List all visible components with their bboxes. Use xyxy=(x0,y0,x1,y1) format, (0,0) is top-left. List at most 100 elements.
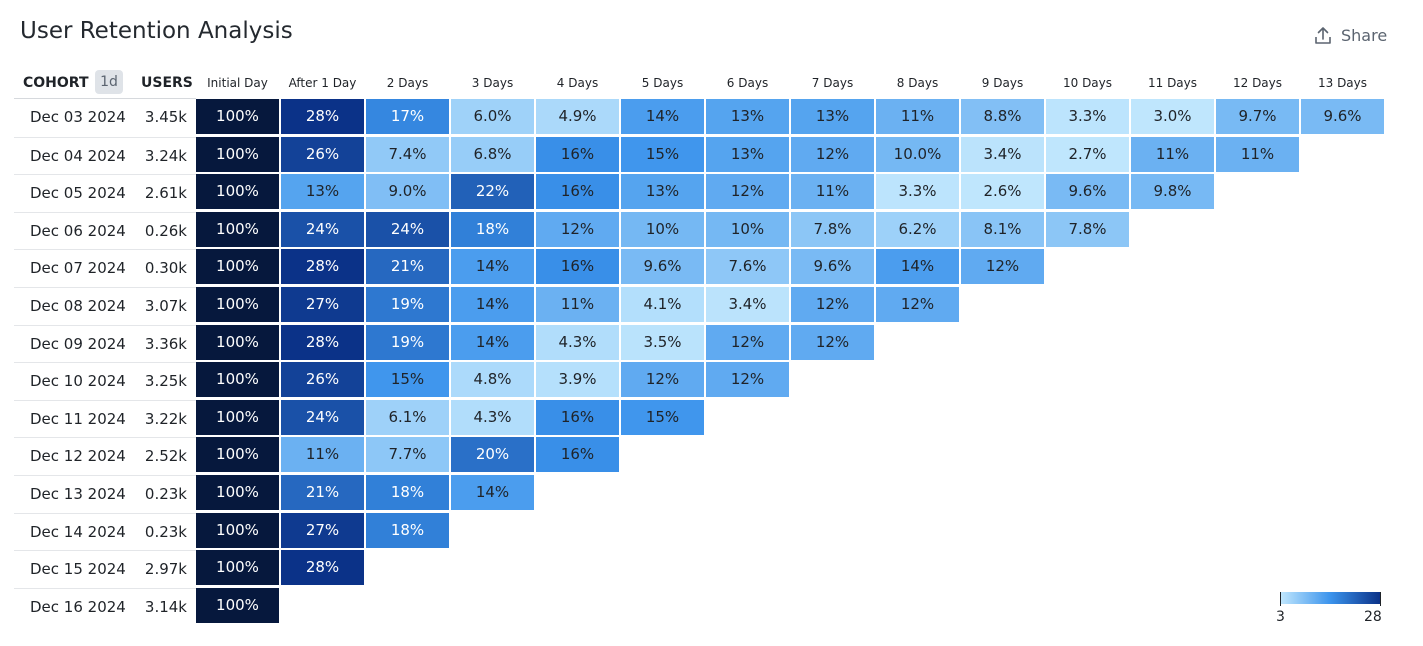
heatmap-cell[interactable]: 11% xyxy=(536,287,619,322)
heatmap-cell[interactable]: 24% xyxy=(366,211,449,247)
heatmap-cell[interactable]: 7.4% xyxy=(366,136,449,172)
heatmap-cell[interactable]: 3.0% xyxy=(1131,99,1214,134)
heatmap-cell[interactable]: 28% xyxy=(281,99,364,134)
heatmap-cell[interactable]: 12% xyxy=(706,174,789,210)
heatmap-cell[interactable]: 7.6% xyxy=(706,249,789,285)
heatmap-cell[interactable]: 28% xyxy=(281,324,364,360)
heatmap-cell[interactable]: 13% xyxy=(706,99,789,134)
heatmap-cell[interactable]: 100% xyxy=(196,362,279,398)
heatmap-cell[interactable]: 100% xyxy=(196,550,279,586)
heatmap-cell[interactable]: 100% xyxy=(196,211,279,247)
heatmap-cell[interactable]: 100% xyxy=(196,174,279,210)
heatmap-cell[interactable]: 16% xyxy=(536,437,619,473)
heatmap-cell[interactable]: 12% xyxy=(536,211,619,247)
heatmap-cell[interactable]: 7.7% xyxy=(366,437,449,473)
heatmap-cell[interactable]: 15% xyxy=(621,399,704,435)
heatmap-cell[interactable]: 14% xyxy=(451,475,534,510)
heatmap-cell[interactable]: 9.7% xyxy=(1216,99,1299,134)
heatmap-cell[interactable]: 14% xyxy=(451,249,534,285)
heatmap-cell[interactable]: 28% xyxy=(281,249,364,285)
heatmap-cell[interactable]: 3.5% xyxy=(621,324,704,360)
heatmap-cell[interactable]: 10.0% xyxy=(876,136,959,172)
heatmap-cell[interactable]: 15% xyxy=(621,136,704,172)
heatmap-cell[interactable]: 6.1% xyxy=(366,399,449,435)
heatmap-cell[interactable]: 100% xyxy=(196,399,279,435)
heatmap-cell[interactable]: 18% xyxy=(451,211,534,247)
heatmap-cell[interactable]: 4.8% xyxy=(451,362,534,398)
heatmap-cell[interactable]: 100% xyxy=(196,249,279,285)
heatmap-cell[interactable]: 19% xyxy=(366,287,449,322)
heatmap-cell[interactable]: 6.8% xyxy=(451,136,534,172)
heatmap-cell[interactable]: 4.9% xyxy=(536,99,619,134)
heatmap-cell[interactable]: 3.3% xyxy=(1046,99,1129,134)
heatmap-cell[interactable]: 4.1% xyxy=(621,287,704,322)
heatmap-cell[interactable]: 12% xyxy=(706,362,789,398)
heatmap-cell[interactable]: 8.8% xyxy=(961,99,1044,134)
heatmap-cell[interactable]: 16% xyxy=(536,399,619,435)
heatmap-cell[interactable]: 14% xyxy=(451,287,534,322)
heatmap-cell[interactable]: 14% xyxy=(876,249,959,285)
heatmap-cell[interactable]: 16% xyxy=(536,174,619,210)
heatmap-cell[interactable]: 3.4% xyxy=(706,287,789,322)
heatmap-cell[interactable]: 100% xyxy=(196,475,279,510)
heatmap-cell[interactable]: 10% xyxy=(621,211,704,247)
heatmap-cell[interactable]: 12% xyxy=(706,324,789,360)
heatmap-cell[interactable]: 17% xyxy=(366,99,449,134)
heatmap-cell[interactable]: 9.6% xyxy=(791,249,874,285)
heatmap-cell[interactable]: 2.6% xyxy=(961,174,1044,210)
heatmap-cell[interactable]: 100% xyxy=(196,287,279,322)
heatmap-cell[interactable]: 11% xyxy=(791,174,874,210)
heatmap-cell[interactable]: 100% xyxy=(196,99,279,134)
heatmap-cell[interactable]: 12% xyxy=(961,249,1044,285)
heatmap-cell[interactable]: 15% xyxy=(366,362,449,398)
heatmap-cell[interactable]: 7.8% xyxy=(1046,211,1129,247)
heatmap-cell[interactable]: 11% xyxy=(1216,136,1299,172)
heatmap-cell[interactable]: 12% xyxy=(791,136,874,172)
heatmap-cell[interactable]: 26% xyxy=(281,362,364,398)
share-button[interactable]: Share xyxy=(1314,26,1387,45)
heatmap-cell[interactable]: 9.8% xyxy=(1131,174,1214,210)
heatmap-cell[interactable]: 11% xyxy=(281,437,364,473)
heatmap-cell[interactable]: 18% xyxy=(366,512,449,548)
heatmap-cell[interactable]: 27% xyxy=(281,287,364,322)
heatmap-cell[interactable]: 26% xyxy=(281,136,364,172)
heatmap-cell[interactable]: 14% xyxy=(621,99,704,134)
heatmap-cell[interactable]: 2.7% xyxy=(1046,136,1129,172)
interval-badge[interactable]: 1d xyxy=(95,70,123,94)
heatmap-cell[interactable]: 24% xyxy=(281,399,364,435)
heatmap-cell[interactable]: 100% xyxy=(196,512,279,548)
heatmap-cell[interactable]: 24% xyxy=(281,211,364,247)
heatmap-cell[interactable]: 22% xyxy=(451,174,534,210)
heatmap-cell[interactable]: 10% xyxy=(706,211,789,247)
heatmap-cell[interactable]: 100% xyxy=(196,437,279,473)
heatmap-cell[interactable]: 12% xyxy=(876,287,959,322)
heatmap-cell[interactable]: 11% xyxy=(1131,136,1214,172)
heatmap-cell[interactable]: 100% xyxy=(196,136,279,172)
heatmap-cell[interactable]: 19% xyxy=(366,324,449,360)
heatmap-cell[interactable]: 28% xyxy=(281,550,364,586)
heatmap-cell[interactable]: 9.0% xyxy=(366,174,449,210)
heatmap-cell[interactable]: 4.3% xyxy=(536,324,619,360)
heatmap-cell[interactable]: 12% xyxy=(621,362,704,398)
heatmap-cell[interactable]: 21% xyxy=(281,475,364,510)
heatmap-cell[interactable]: 16% xyxy=(536,249,619,285)
heatmap-cell[interactable]: 3.4% xyxy=(961,136,1044,172)
heatmap-cell[interactable]: 100% xyxy=(196,587,279,623)
heatmap-cell[interactable]: 16% xyxy=(536,136,619,172)
heatmap-cell[interactable]: 13% xyxy=(706,136,789,172)
heatmap-cell[interactable]: 3.9% xyxy=(536,362,619,398)
heatmap-cell[interactable]: 6.2% xyxy=(876,211,959,247)
heatmap-cell[interactable]: 7.8% xyxy=(791,211,874,247)
heatmap-cell[interactable]: 13% xyxy=(621,174,704,210)
heatmap-cell[interactable]: 9.6% xyxy=(621,249,704,285)
heatmap-cell[interactable]: 8.1% xyxy=(961,211,1044,247)
heatmap-cell[interactable]: 14% xyxy=(451,324,534,360)
heatmap-cell[interactable]: 18% xyxy=(366,475,449,510)
heatmap-cell[interactable]: 6.0% xyxy=(451,99,534,134)
heatmap-cell[interactable]: 9.6% xyxy=(1046,174,1129,210)
heatmap-cell[interactable]: 20% xyxy=(451,437,534,473)
heatmap-cell[interactable]: 9.6% xyxy=(1301,99,1384,134)
heatmap-cell[interactable]: 27% xyxy=(281,512,364,548)
heatmap-cell[interactable]: 3.3% xyxy=(876,174,959,210)
heatmap-cell[interactable]: 13% xyxy=(791,99,874,134)
